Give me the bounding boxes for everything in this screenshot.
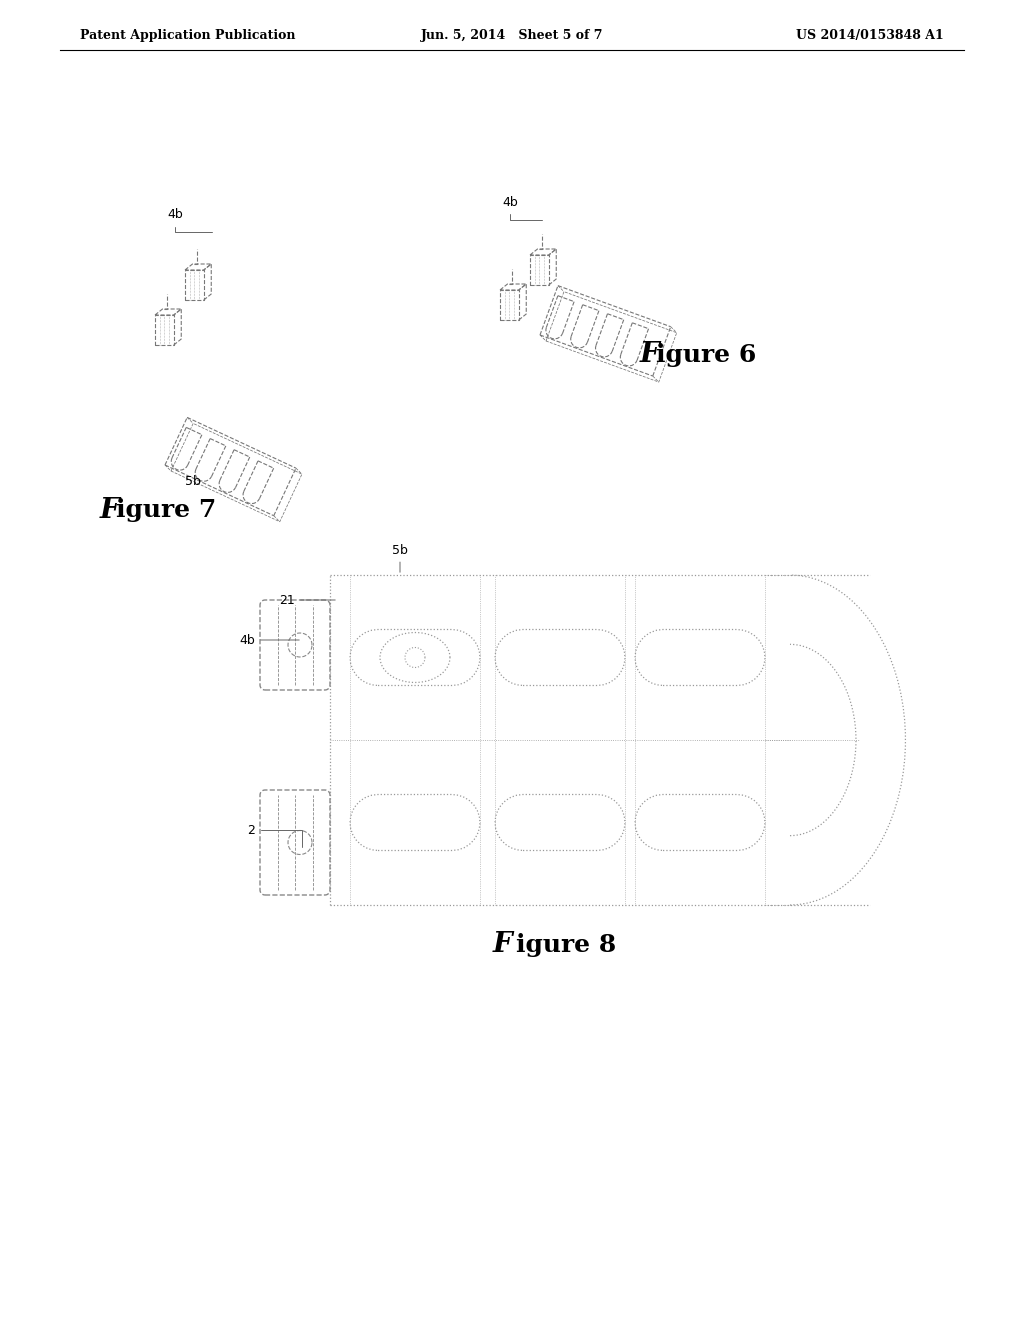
Text: US 2014/0153848 A1: US 2014/0153848 A1 [797, 29, 944, 41]
Text: Jun. 5, 2014   Sheet 5 of 7: Jun. 5, 2014 Sheet 5 of 7 [421, 29, 603, 41]
Text: Patent Application Publication: Patent Application Publication [80, 29, 296, 41]
Text: F: F [100, 496, 120, 524]
Text: 4b: 4b [167, 209, 212, 232]
Text: igure 7: igure 7 [116, 498, 216, 521]
Text: 5b: 5b [185, 475, 201, 488]
Text: 2: 2 [247, 824, 302, 847]
Text: F: F [493, 932, 512, 958]
Text: igure 8: igure 8 [516, 933, 616, 957]
Text: F: F [640, 342, 659, 368]
Text: 4b: 4b [240, 634, 299, 647]
Text: 4b: 4b [502, 195, 543, 220]
Text: igure 6: igure 6 [656, 343, 757, 367]
Text: 21: 21 [280, 594, 335, 606]
Text: 5b: 5b [392, 544, 408, 573]
